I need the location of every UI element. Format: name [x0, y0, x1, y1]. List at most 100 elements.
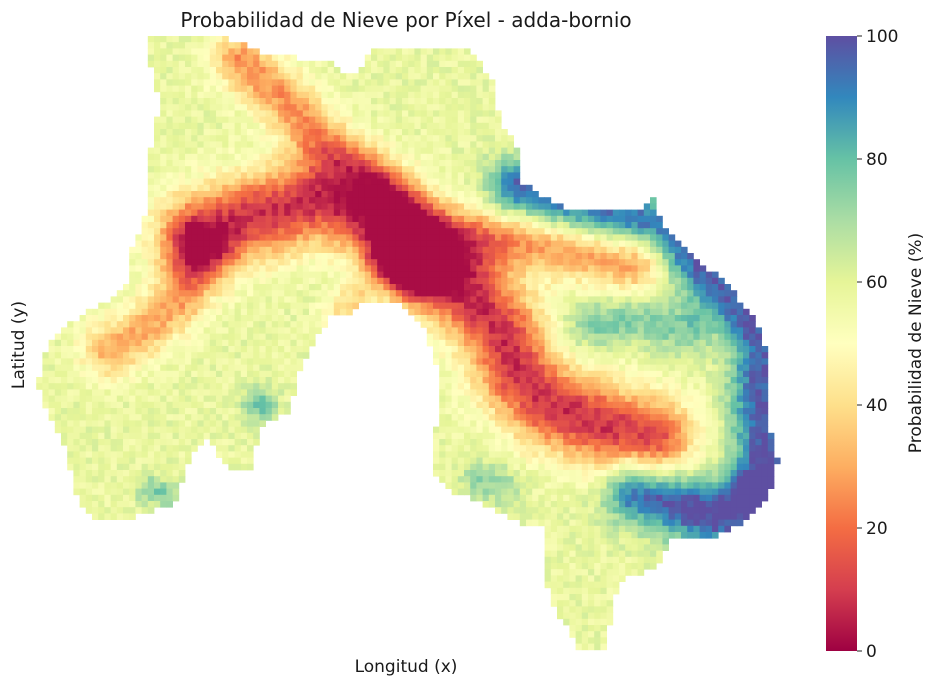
heatmap-cell [457, 296, 465, 303]
heatmap-cell [433, 129, 440, 136]
heatmap-cell [495, 401, 502, 409]
heatmap-cell [383, 228, 390, 235]
heatmap-cell [129, 414, 136, 421]
heatmap-cell [247, 110, 254, 117]
heatmap-cell [278, 277, 285, 285]
heatmap-cell [278, 141, 285, 148]
heatmap-cell [755, 420, 762, 427]
heatmap-cell [197, 147, 204, 155]
heatmap-cell [575, 265, 583, 272]
heatmap-cell [247, 122, 254, 130]
heatmap-cell [705, 420, 713, 427]
heatmap-cell [563, 401, 570, 409]
heatmap-cell [346, 234, 353, 241]
heatmap-cell [538, 240, 545, 248]
heatmap-cell [166, 147, 173, 155]
heatmap-cell [185, 420, 192, 427]
heatmap-cell [439, 240, 446, 248]
heatmap-cell [457, 116, 465, 124]
heatmap-cell [637, 370, 645, 378]
heatmap-cell [253, 432, 260, 440]
heatmap-cell [383, 215, 390, 223]
heatmap-cell [73, 377, 80, 384]
heatmap-cell [575, 234, 583, 241]
heatmap-cell [265, 222, 273, 229]
heatmap-cell [426, 271, 434, 279]
heatmap-cell [160, 383, 167, 390]
heatmap-cell [203, 209, 211, 217]
heatmap-cell [488, 308, 496, 316]
heatmap-cell [557, 259, 564, 266]
heatmap-cell [532, 426, 539, 434]
heatmap-cell [216, 36, 223, 43]
heatmap-cell [606, 290, 614, 297]
heatmap-cell [209, 116, 217, 124]
heatmap-cell [631, 265, 638, 272]
heatmap-cell [433, 141, 440, 148]
heatmap-cell [507, 364, 514, 372]
heatmap-cell [476, 308, 483, 316]
heatmap-cell [129, 377, 136, 384]
heatmap-cell [643, 277, 651, 285]
heatmap-cell [302, 197, 310, 204]
heatmap-cell [309, 246, 316, 254]
heatmap-cell [464, 364, 471, 372]
heatmap-cell [116, 401, 124, 409]
heatmap-cell [172, 240, 180, 248]
heatmap-cell [402, 265, 409, 272]
heatmap-cell [377, 122, 384, 130]
heatmap-cell [197, 60, 204, 68]
heatmap-cell [172, 234, 180, 241]
heatmap-cell [371, 104, 378, 111]
heatmap-cell [147, 327, 155, 334]
heatmap-cell [464, 253, 471, 260]
heatmap-cell [519, 302, 527, 310]
heatmap-cell [222, 197, 229, 204]
heatmap-cell [674, 383, 682, 390]
heatmap-cell [681, 401, 688, 409]
heatmap-cell [693, 420, 700, 427]
heatmap-cell [92, 401, 99, 409]
heatmap-cell [228, 401, 235, 409]
heatmap-cell [538, 259, 545, 266]
heatmap-cell [216, 253, 223, 260]
heatmap-cell [284, 122, 291, 130]
heatmap-cell [135, 277, 142, 285]
heatmap-cell [464, 439, 471, 446]
heatmap-cell [389, 141, 397, 148]
heatmap-cell [228, 439, 235, 446]
heatmap-cell [197, 135, 204, 142]
heatmap-cell [532, 327, 539, 334]
heatmap-cell [439, 401, 446, 409]
heatmap-cell [321, 153, 328, 161]
heatmap-cell [203, 308, 211, 316]
heatmap-cell [445, 395, 452, 403]
heatmap-cell [588, 321, 595, 328]
heatmap-cell [470, 358, 477, 365]
heatmap-cell [420, 277, 428, 285]
heatmap-cell [290, 98, 297, 105]
heatmap-cell [141, 432, 149, 440]
heatmap-cell [185, 246, 192, 254]
heatmap-cell [718, 426, 725, 434]
heatmap-cell [129, 290, 136, 297]
heatmap-cell [73, 439, 80, 446]
heatmap-cell [228, 73, 235, 80]
heatmap-cell [730, 401, 738, 409]
heatmap-cell [67, 346, 74, 353]
heatmap-cell [569, 209, 576, 217]
heatmap-cell [538, 333, 545, 341]
heatmap-cell [209, 36, 217, 43]
heatmap-cell [488, 358, 496, 365]
heatmap-cell [470, 85, 477, 93]
heatmap-cell [185, 48, 192, 55]
heatmap-cell [482, 352, 490, 359]
heatmap-cell [284, 129, 291, 136]
heatmap-cell [129, 265, 136, 272]
heatmap-cell [92, 377, 99, 384]
heatmap-cell [383, 240, 390, 248]
heatmap-cell [259, 290, 266, 297]
heatmap-cell [327, 259, 335, 266]
heatmap-cell [414, 178, 421, 186]
heatmap-cell [681, 352, 688, 359]
